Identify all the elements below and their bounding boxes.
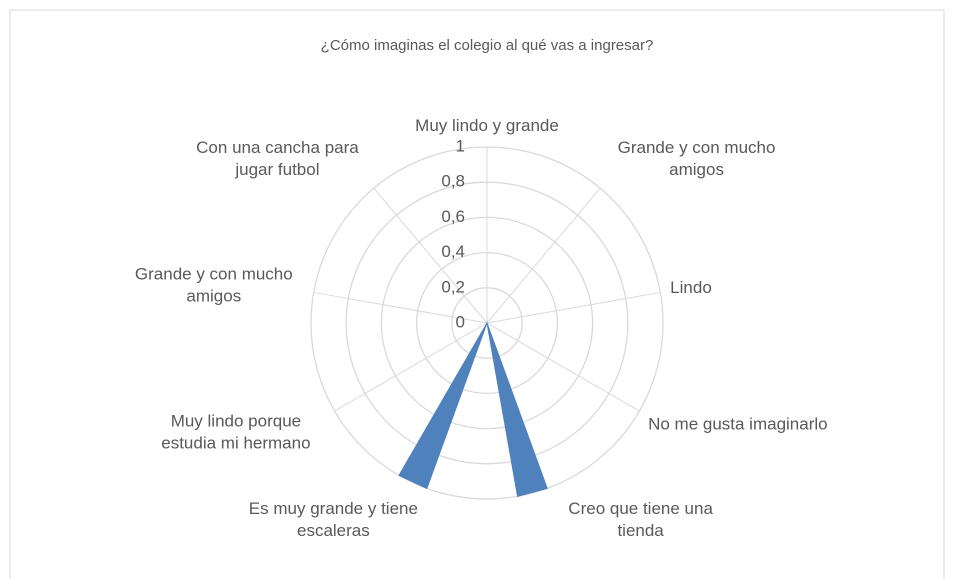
r-tick-label: 0,6 bbox=[441, 207, 465, 226]
category-label: Lindo bbox=[670, 277, 712, 297]
category-label: No me gusta imaginarlo bbox=[648, 414, 828, 434]
category-label: Es muy grande y tiene escaleras bbox=[248, 498, 418, 540]
spoke bbox=[486, 322, 640, 412]
category-label: Con una cancha para jugar futbol bbox=[196, 137, 359, 179]
r-tick-label: 0 bbox=[456, 312, 465, 331]
category-label: Muy lindo porque estudia mi hermano bbox=[161, 411, 311, 453]
spoke bbox=[373, 187, 488, 324]
chart-frame bbox=[9, 9, 945, 579]
category-label: Creo que tiene una tienda bbox=[568, 498, 713, 540]
spoke bbox=[313, 291, 488, 324]
chart-title: ¿Cómo imaginas el colegio al qué vas a i… bbox=[321, 37, 654, 54]
spoke bbox=[334, 322, 488, 412]
r-tick-label: 0,4 bbox=[441, 242, 465, 261]
category-label: Muy lindo y grande bbox=[415, 116, 559, 135]
radar-area bbox=[398, 321, 548, 497]
r-tick-label: 1 bbox=[456, 136, 465, 155]
r-tick-label: 0,8 bbox=[441, 172, 465, 191]
category-label: Grande y con mucho amigos bbox=[134, 263, 293, 305]
spoke bbox=[486, 291, 661, 324]
category-label: Grande y con mucho amigos bbox=[617, 137, 776, 179]
r-tick-label: 0,2 bbox=[441, 277, 465, 296]
spoke bbox=[486, 187, 601, 324]
